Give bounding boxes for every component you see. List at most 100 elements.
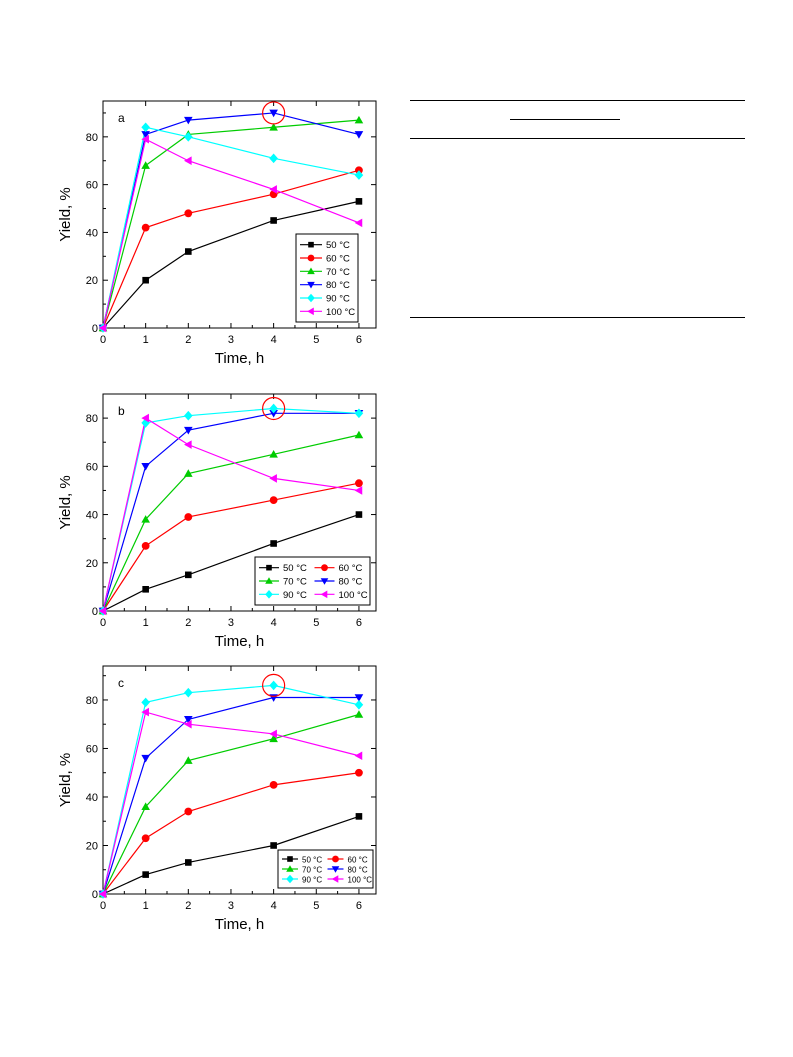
data-point <box>141 134 149 144</box>
data-point <box>98 323 107 333</box>
data-point <box>141 122 150 133</box>
data-point <box>270 540 277 547</box>
x-tick-label: 1 <box>143 334 149 346</box>
data-point <box>141 463 150 471</box>
data-point <box>184 719 192 729</box>
data-point <box>269 449 278 458</box>
data-point <box>98 889 107 899</box>
legend-marker <box>308 241 314 248</box>
legend-label: 70 °C <box>326 267 350 278</box>
data-point <box>184 426 193 435</box>
data-point <box>354 408 364 419</box>
legend-label: 80 °C <box>326 280 350 291</box>
legend-label: 100 °C <box>326 307 355 318</box>
x-tick-label: 4 <box>271 334 277 346</box>
x-tick-label: 0 <box>100 334 106 346</box>
x-tick-label: 3 <box>228 334 234 346</box>
x-tick-label: 2 <box>185 900 191 912</box>
data-point <box>354 700 364 710</box>
legend-label: 80 °C <box>348 866 368 875</box>
y-tick-label: 0 <box>92 889 98 901</box>
x-tick-label: 3 <box>228 617 234 629</box>
data-point <box>354 486 363 495</box>
x-tick-label: 0 <box>100 900 106 912</box>
y-tick-label: 0 <box>92 323 98 335</box>
data-point <box>354 115 364 124</box>
data-point <box>354 131 364 139</box>
legend-marker <box>266 564 272 571</box>
data-point <box>185 859 192 866</box>
legend-label: 70 °C <box>283 577 307 588</box>
data-point <box>141 802 150 810</box>
legend-marker <box>265 577 273 584</box>
data-point <box>142 871 149 878</box>
x-tick-label: 6 <box>356 900 362 912</box>
data-point <box>354 710 364 718</box>
legend-marker <box>331 866 340 873</box>
y-tick-label: 40 <box>86 510 98 522</box>
x-tick-label: 4 <box>271 617 277 629</box>
x-tick-label: 2 <box>185 334 191 346</box>
legend-label: 60 °C <box>326 254 350 265</box>
data-point <box>269 185 277 194</box>
y-tick-label: 20 <box>86 840 98 852</box>
legend: 50 °C 60 °C 70 °C 80 °C 90 °C 100 °C <box>277 849 374 889</box>
legend-label: 60 °C <box>339 563 363 574</box>
legend-marker <box>321 564 328 572</box>
data-point <box>269 403 278 414</box>
panel-label: a <box>118 111 125 125</box>
table-header-bottom-rule <box>410 138 745 139</box>
data-point <box>354 170 364 180</box>
data-point <box>185 248 192 255</box>
legend-marker <box>286 865 294 872</box>
legend-label: 50 °C <box>326 240 350 251</box>
y-tick-label: 40 <box>86 792 98 804</box>
panel-label: c <box>118 676 124 690</box>
x-axis-label: Time, h <box>215 916 264 933</box>
data-point <box>184 410 193 421</box>
data-point <box>269 474 277 483</box>
y-tick-label: 80 <box>86 695 98 707</box>
data-point <box>141 754 150 763</box>
data-point <box>269 780 278 789</box>
data-point <box>141 131 150 139</box>
legend-marker <box>320 578 329 585</box>
plot-frame <box>102 393 377 612</box>
legend-label: 50 °C <box>283 563 307 574</box>
legend-marker <box>287 856 293 862</box>
data-point <box>184 440 192 449</box>
y-axis-label: Yield, % <box>57 753 74 807</box>
data-point <box>269 122 278 131</box>
legend-label: 50 °C <box>302 856 322 865</box>
table-header-short-rule <box>510 119 620 120</box>
y-tick-label: 20 <box>86 558 98 570</box>
y-tick-label: 60 <box>86 743 98 755</box>
data-point <box>141 707 149 717</box>
data-point <box>141 697 150 708</box>
legend-marker <box>320 590 328 599</box>
x-tick-label: 2 <box>185 617 191 629</box>
legend: 50 °C 60 °C 70 °C 80 °C 90 °C 100 °C <box>254 556 371 606</box>
y-axis-label: Yield, % <box>57 475 74 529</box>
data-point <box>269 680 278 691</box>
data-point <box>269 109 278 118</box>
table-bottom-rule <box>410 317 745 318</box>
highlight-circle <box>262 396 286 421</box>
data-point <box>184 156 192 166</box>
x-tick-label: 4 <box>271 900 277 912</box>
data-point <box>142 586 149 593</box>
data-point <box>270 217 277 224</box>
data-point <box>184 716 193 724</box>
plot-frame <box>102 100 377 329</box>
legend-label: 90 °C <box>326 294 350 305</box>
data-point <box>141 223 150 232</box>
legend-marker <box>332 855 339 863</box>
y-axis-label: Yield, % <box>57 187 74 241</box>
y-tick-label: 60 <box>86 180 98 192</box>
data-point <box>185 571 192 579</box>
data-point <box>184 116 193 125</box>
data-point <box>184 807 193 816</box>
